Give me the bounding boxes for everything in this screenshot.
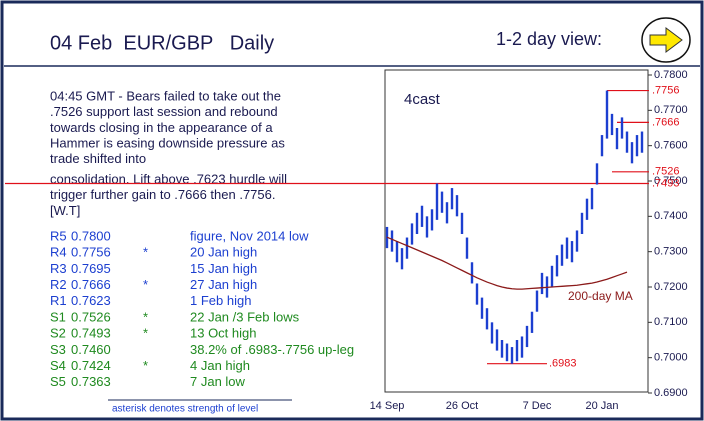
y-tick-label: 0.7500 (654, 175, 688, 187)
level-star: * (143, 309, 148, 324)
level-price: 0.7695 (71, 261, 111, 276)
level-note: 22 Jan /3 Feb lows (190, 309, 300, 324)
x-tick-label: 7 Dec (523, 400, 552, 412)
view-label: 1-2 day view: (496, 29, 602, 49)
y-tick-label: 0.7000 (654, 352, 688, 364)
commentary-line: towards closing in the appearance of a (50, 120, 273, 135)
level-name: S1 (50, 309, 66, 324)
level-note: figure, Nov 2014 low (190, 228, 309, 243)
level-price: 0.7493 (71, 326, 111, 341)
x-tick-label: 20 Jan (585, 400, 618, 412)
view-arrow (649, 27, 683, 53)
commentary-line: [W.T] (50, 203, 80, 218)
commentary-line: trigger further gain to .7666 then .7756… (50, 187, 276, 202)
level-star: * (143, 358, 148, 373)
commentary-line: 04:45 GMT - Bears failed to take out the (50, 88, 281, 103)
commentary-line: .7526 support last session and rebound (50, 104, 278, 119)
y-tick-label: 0.7400 (654, 210, 688, 222)
level-name: R1 (50, 293, 67, 308)
level-price: 0.7526 (71, 309, 111, 324)
y-tick-label: 0.7800 (654, 69, 688, 81)
x-tick-label: 26 Oct (446, 400, 478, 412)
level-star: * (143, 277, 148, 292)
level-label: .7756 (652, 84, 680, 96)
level-name: R3 (50, 261, 67, 276)
level-note: 4 Jan high (190, 358, 250, 373)
brand: 4cast (404, 91, 441, 108)
commentary-line: trade shifted into (50, 151, 146, 166)
level-note: 15 Jan high (190, 261, 257, 276)
level-note: 20 Jan high (190, 245, 257, 260)
level-name: S4 (50, 358, 66, 373)
level-note: 38.2% of .6983-.7756 up-leg (190, 342, 354, 357)
chart-area (384, 69, 649, 393)
level-note: 1 Feb high (190, 293, 251, 308)
y-tick-label: 0.7100 (654, 316, 688, 328)
level-name: R2 (50, 277, 67, 292)
level-price: 0.7800 (71, 228, 111, 243)
level-price: 0.7424 (71, 358, 111, 373)
y-tick-label: 0.7300 (654, 246, 688, 258)
level-label: .7526 (652, 166, 680, 178)
title: 04 Feb EUR/GBP Daily (50, 32, 274, 54)
level-name: S2 (50, 326, 66, 341)
level-price: 0.7363 (71, 374, 111, 389)
level-label: .7493 (652, 177, 680, 189)
footnote: asterisk denotes strength of level (112, 404, 258, 415)
y-tick-label: 0.7700 (654, 104, 688, 116)
commentary-line: consolidation. Lift above .7623 hurdle w… (50, 171, 287, 186)
series-label: 200-day MA (568, 289, 633, 303)
level-price: 0.7666 (71, 277, 111, 292)
level-note: 27 Jan high (190, 277, 257, 292)
level-name: S5 (50, 374, 66, 389)
level-name: R5 (50, 228, 67, 243)
level-star: * (143, 326, 148, 341)
y-tick-label: 0.7200 (654, 281, 688, 293)
level-name: S3 (50, 342, 66, 357)
level-price: 0.7623 (71, 293, 111, 308)
level-label: .6983 (549, 358, 577, 370)
y-tick-label: 0.7600 (654, 140, 688, 152)
y-tick-label: 0.6900 (654, 387, 688, 399)
level-price: 0.7460 (71, 342, 111, 357)
x-tick-label: 14 Sep (370, 400, 405, 412)
level-star: * (143, 245, 148, 260)
level-note: 7 Jan low (190, 374, 246, 389)
level-name: R4 (50, 245, 67, 260)
level-price: 0.7756 (71, 245, 111, 260)
level-label: .7666 (652, 116, 680, 128)
commentary-line: Hammer is easing downside pressure as (50, 136, 285, 151)
moving-average (386, 236, 628, 290)
level-note: 13 Oct high (190, 326, 257, 341)
